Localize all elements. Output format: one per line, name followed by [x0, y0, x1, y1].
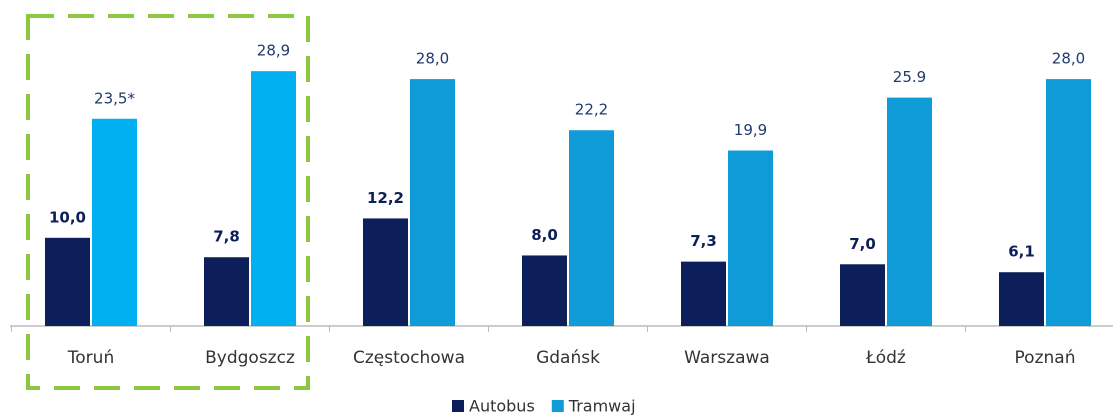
x-tick-label: Bydgoszcz	[205, 348, 295, 368]
value-label: 8,0	[531, 226, 558, 244]
legend-swatch	[452, 400, 464, 412]
bar	[1046, 79, 1091, 326]
value-label: 7,3	[690, 232, 717, 250]
bar	[569, 130, 614, 326]
bar	[999, 272, 1044, 326]
bar	[887, 97, 932, 326]
bar	[410, 79, 455, 326]
bar	[92, 118, 137, 326]
value-label: 25.9	[893, 68, 926, 86]
bar	[840, 264, 885, 326]
value-label: 7,8	[213, 228, 240, 246]
bar	[681, 261, 726, 326]
value-label: 10,0	[49, 208, 86, 226]
x-tick-label: Łódź	[865, 348, 906, 368]
legend-label: Tramwaj	[568, 397, 636, 416]
bar	[522, 255, 567, 326]
value-label: 22,2	[575, 101, 608, 119]
highlight-box	[26, 14, 310, 390]
x-tick-label: Toruń	[67, 348, 114, 368]
bar	[204, 257, 249, 326]
x-tick-label: Częstochowa	[353, 348, 465, 368]
value-label: 6,1	[1008, 243, 1035, 261]
bar	[251, 71, 296, 327]
x-tick-label: Warszawa	[684, 348, 770, 368]
bar	[363, 218, 408, 326]
value-label: 28,0	[416, 50, 449, 68]
value-label: 28,0	[1052, 50, 1085, 68]
bar	[45, 237, 90, 326]
x-tick-label: Gdańsk	[536, 348, 600, 368]
bar	[728, 150, 773, 326]
value-label: 23,5*	[94, 89, 135, 107]
value-label: 19,9	[734, 121, 767, 139]
value-label: 7,0	[849, 235, 876, 253]
legend-label: Autobus	[469, 397, 535, 416]
x-tick-label: Poznań	[1015, 348, 1076, 368]
value-label: 28,9	[257, 42, 290, 60]
value-label: 12,2	[367, 189, 404, 207]
legend-swatch	[551, 400, 564, 412]
